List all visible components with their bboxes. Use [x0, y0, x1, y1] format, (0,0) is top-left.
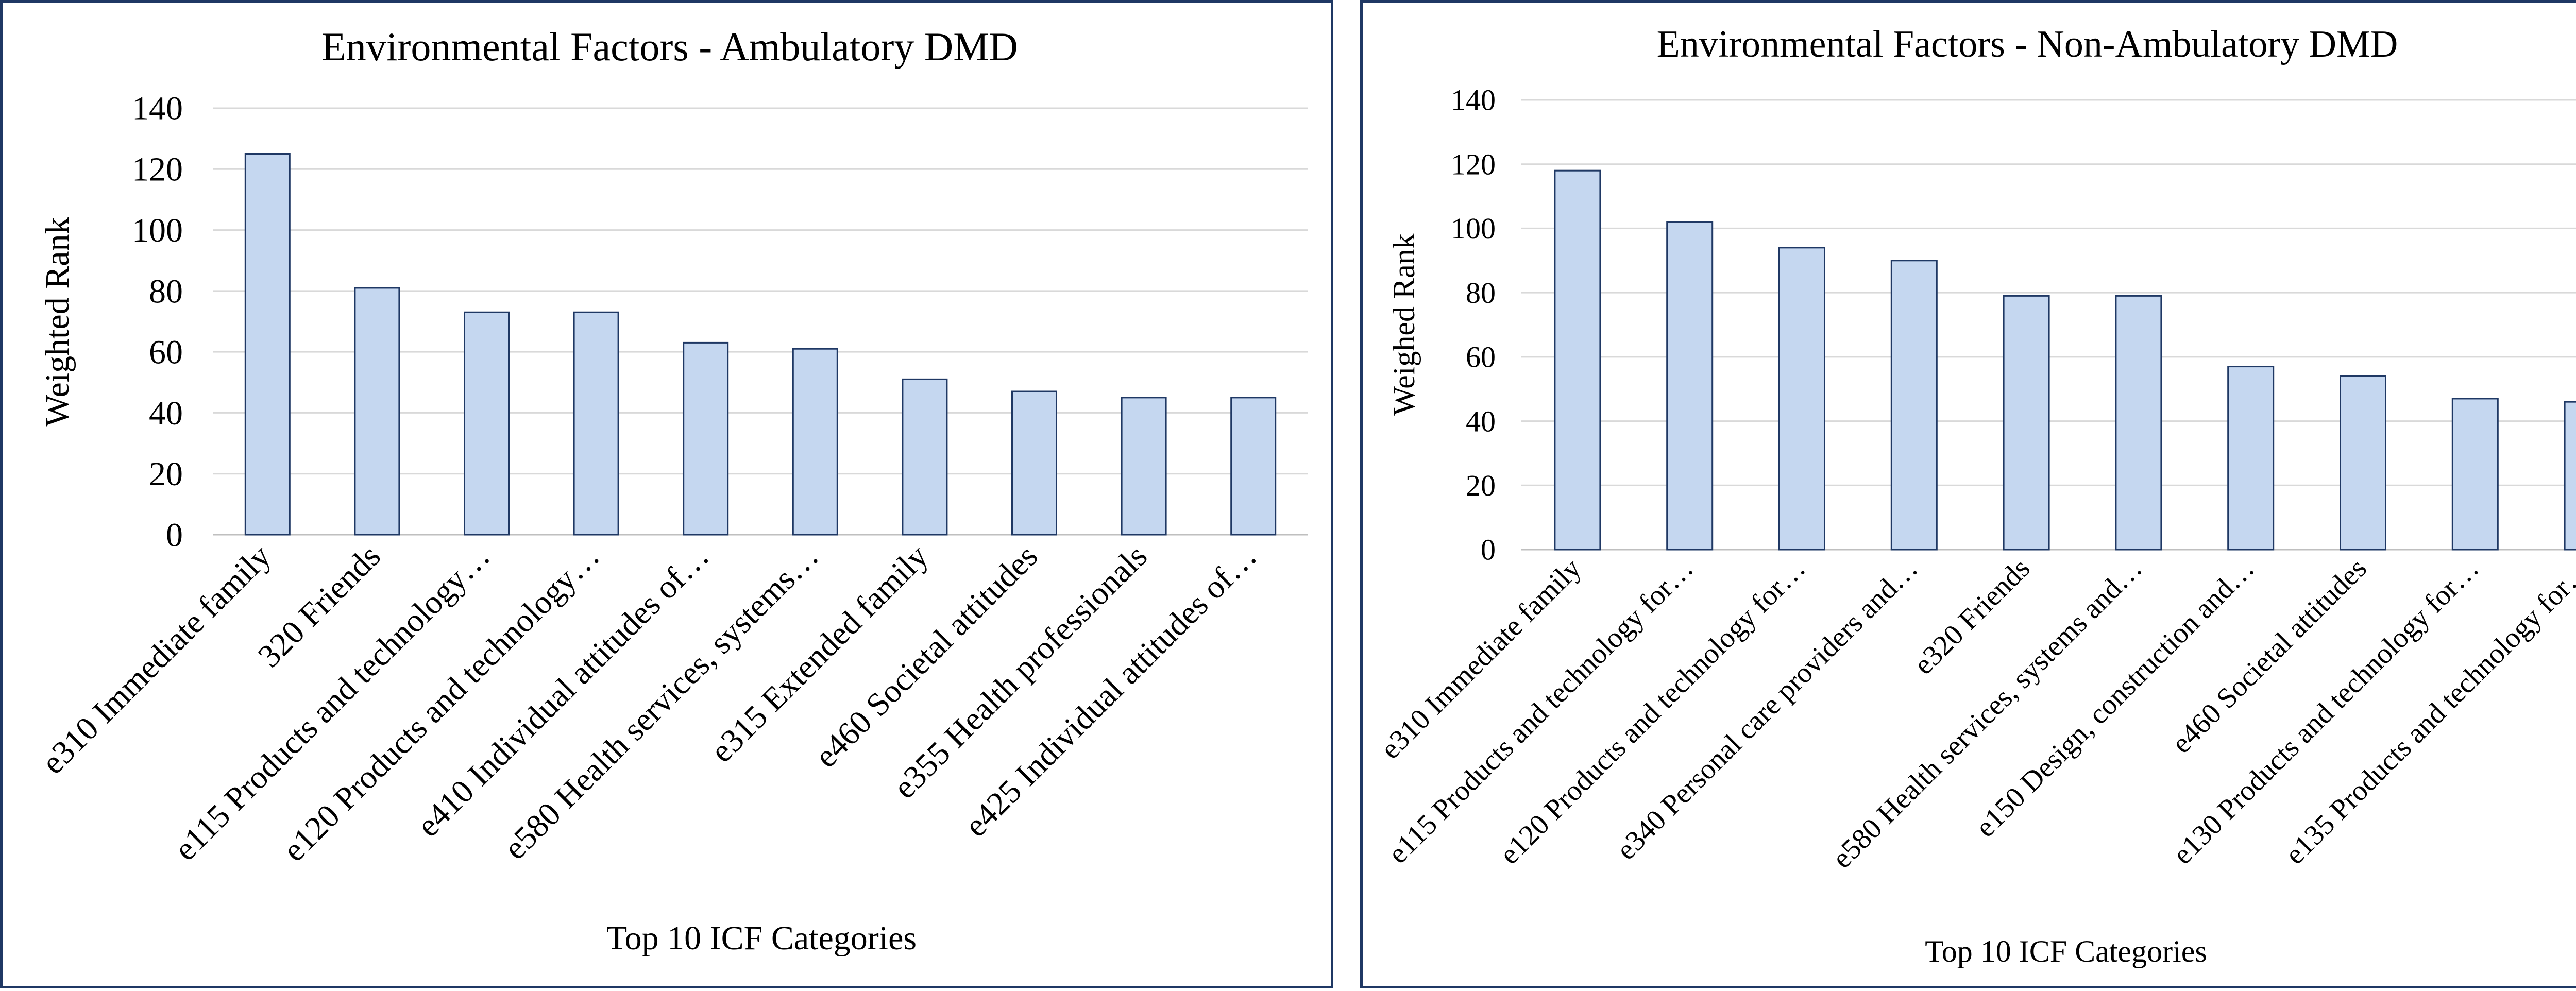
y-tick-label: 140: [1451, 83, 1496, 117]
bars: [1554, 169, 2576, 551]
bar: [573, 311, 619, 536]
y-tick-label: 0: [1481, 533, 1496, 567]
bar: [1666, 221, 1714, 551]
y-tick-labels: 0 20 40 60 80 100 120 140: [1451, 83, 1496, 567]
bar: [1011, 390, 1057, 536]
bar: [2115, 295, 2162, 551]
y-tick-label: 80: [149, 272, 183, 310]
y-tick-label: 100: [132, 212, 183, 249]
y-tick-label: 100: [1451, 212, 1496, 245]
y-tick-label: 60: [149, 334, 183, 371]
y-tick-label: 20: [149, 455, 183, 493]
ambulatory-chart-panel: Environmental Factors - Ambulatory DMD W…: [0, 0, 1333, 988]
bar: [2564, 401, 2576, 551]
bar: [1890, 260, 1938, 551]
bar: [1230, 397, 1277, 536]
non-ambulatory-chart-panel: Environmental Factors - Non-Ambulatory D…: [1360, 0, 2576, 988]
bar: [2003, 295, 2050, 551]
x-tick-label: e460 Societal attitudes: [807, 538, 1044, 775]
bar: [1554, 169, 1601, 551]
bar: [244, 153, 291, 536]
bar: [2451, 398, 2499, 551]
bar: [683, 341, 729, 536]
bar: [902, 378, 948, 536]
x-axis-label: Top 10 ICF Categories: [606, 919, 917, 957]
y-tick-label: 40: [149, 395, 183, 432]
bar: [1121, 397, 1167, 536]
bar: [2227, 366, 2275, 551]
x-tick-label: e310 Immediate family: [1375, 552, 1587, 765]
bar: [2340, 375, 2386, 551]
ambulatory-chart: Environmental Factors - Ambulatory DMD W…: [35, 24, 1308, 957]
x-axis-label: Top 10 ICF Categories: [1925, 934, 2207, 968]
y-axis-label: Weighed Rank: [1387, 233, 1421, 415]
x-tick-label: e315 Extended family: [703, 538, 935, 770]
x-tick-label: e460 Societal attitudes: [2165, 552, 2372, 759]
y-tick-label: 80: [1466, 276, 1496, 310]
y-tick-label: 60: [1466, 340, 1496, 374]
bar: [1778, 247, 1825, 551]
chart-title: Environmental Factors - Non-Ambulatory D…: [1657, 23, 2398, 65]
y-tick-label: 40: [1466, 404, 1496, 438]
non-ambulatory-chart: Environmental Factors - Non-Ambulatory D…: [1375, 23, 2576, 968]
bar: [792, 348, 838, 536]
y-tick-label: 0: [166, 516, 183, 554]
bars: [244, 153, 1277, 536]
x-tick-label: e310 Immediate family: [35, 538, 278, 781]
bar: [354, 287, 400, 536]
chart-title: Environmental Factors - Ambulatory DMD: [321, 24, 1018, 69]
y-tick-label: 20: [1466, 469, 1496, 502]
y-tick-labels: 0 20 40 60 80 100 120 140: [132, 90, 183, 554]
y-tick-label: 140: [132, 90, 183, 127]
y-tick-label: 120: [1451, 147, 1496, 181]
y-tick-label: 120: [132, 151, 183, 189]
bar: [464, 311, 510, 536]
y-axis-label: Weighted Rank: [39, 217, 76, 426]
